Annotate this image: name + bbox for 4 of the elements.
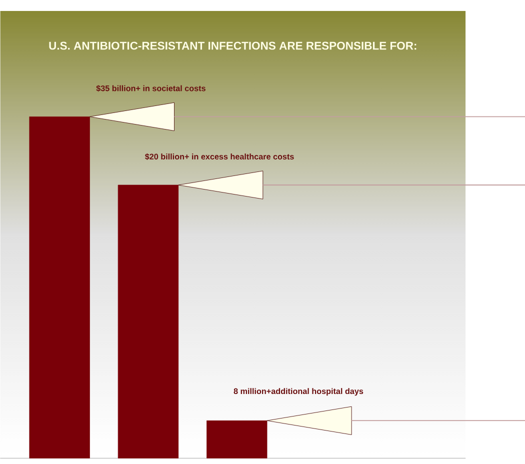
annotation: 8 million+additional hospital days — [234, 388, 364, 396]
chart-title: U.S. ANTIBIOTIC-RESISTANT INFECTIONS ARE RESPONSIBLE FOR: — [49, 42, 416, 50]
text: $35 billion+ in societal costs — [96, 84, 206, 92]
annotation: $20 billion+ in excess healthcare costs — [144, 153, 294, 160]
